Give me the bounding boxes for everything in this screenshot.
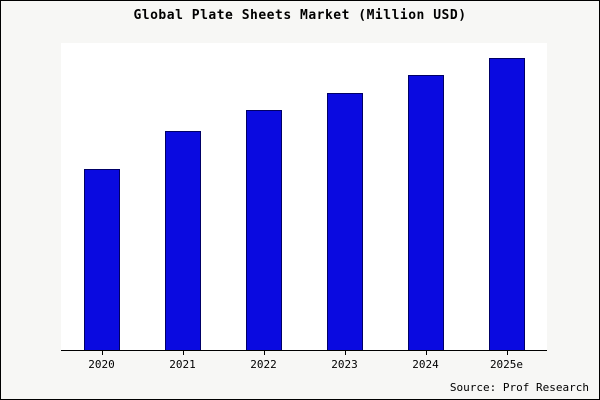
x-tick-label-2023: 2023: [331, 358, 358, 371]
x-tick-2020: 2020: [61, 351, 142, 371]
bar-slot-2020: [61, 43, 142, 350]
bar-slot-2021: [142, 43, 223, 350]
x-axis-tick-labels: 2020 2021 2022 2023 2024 2025e: [61, 351, 547, 371]
tick-mark-2021: [182, 351, 184, 355]
plot-area: [61, 43, 547, 351]
x-tick-label-2024: 2024: [412, 358, 439, 371]
bar-2025e: [488, 57, 525, 350]
bar-2022: [245, 110, 282, 350]
tick-mark-2025e: [506, 351, 508, 355]
chart-title: Global Plate Sheets Market (Million USD): [133, 8, 467, 23]
x-tick-label-2020: 2020: [88, 358, 115, 371]
bar-2023: [326, 92, 363, 350]
x-tick-label-2021: 2021: [169, 358, 196, 371]
bar-2024: [407, 75, 444, 350]
bar-slot-2025e: [466, 43, 547, 350]
x-tick-2021: 2021: [142, 351, 223, 371]
bar-series: [61, 43, 547, 350]
bar-2020: [83, 168, 120, 350]
bar-slot-2024: [385, 43, 466, 350]
bar-2021: [164, 130, 201, 350]
x-tick-2023: 2023: [304, 351, 385, 371]
bar-slot-2022: [223, 43, 304, 350]
tick-mark-2024: [425, 351, 427, 355]
bar-slot-2023: [304, 43, 385, 350]
tick-mark-2022: [263, 351, 265, 355]
x-tick-2022: 2022: [223, 351, 304, 371]
x-tick-label-2022: 2022: [250, 358, 277, 371]
tick-mark-2020: [101, 351, 103, 355]
source-caption: Source: Prof Research: [449, 381, 589, 394]
x-tick-2025e: 2025e: [466, 351, 547, 371]
tick-mark-2023: [344, 351, 346, 355]
x-tick-label-2025e: 2025e: [489, 358, 524, 371]
x-tick-2024: 2024: [385, 351, 466, 371]
